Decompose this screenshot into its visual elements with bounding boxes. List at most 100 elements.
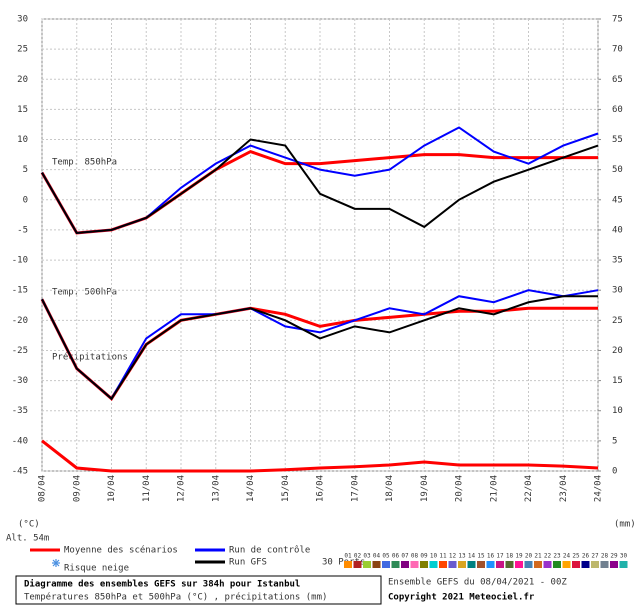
y-tick-label: -5: [17, 225, 28, 235]
x-tick-label: 09/04: [72, 475, 82, 502]
series-line: [41, 295, 598, 401]
y2-tick-label: 75: [612, 15, 623, 25]
y2-tick-label: 45: [612, 195, 623, 205]
perturbation-label: 29: [610, 553, 618, 560]
series-line: [41, 289, 599, 401]
perturbation-swatch: [353, 561, 362, 568]
perturbation-label: 03: [363, 553, 371, 560]
y2-tick-label: 25: [612, 316, 623, 326]
perturbation-swatch: [591, 561, 599, 568]
perturbation-swatch: [581, 561, 590, 568]
perturbation-label: 25: [572, 553, 580, 560]
perturbation-label: 14: [468, 553, 476, 560]
perturbation-swatch: [382, 561, 390, 568]
y2-tick-label: 10: [612, 406, 623, 416]
perturbation-label: 04: [373, 553, 381, 560]
x-tick-label: 22/04: [524, 475, 534, 502]
perturbation-label: 06: [392, 553, 400, 560]
panel-label: Précipitations: [52, 352, 128, 363]
perturbation-swatch: [524, 561, 533, 568]
y-unit: (°C): [18, 520, 40, 530]
perturbation-swatch: [439, 561, 447, 568]
perturbation-label: 17: [496, 553, 504, 560]
x-tick-label: 15/04: [281, 475, 291, 502]
series-line: [41, 138, 599, 234]
x-tick-label: 11/04: [142, 475, 152, 502]
x-tick-label: 13/04: [211, 475, 221, 502]
y2-tick-label: 70: [612, 45, 623, 55]
perturbation-label: 22: [544, 553, 552, 560]
x-tick-label: 17/04: [350, 475, 360, 502]
perturbation-swatch: [572, 561, 580, 568]
y-tick-label: 10: [17, 135, 28, 145]
y2-unit: (mm): [614, 520, 636, 530]
perturbation-label: 08: [411, 553, 419, 560]
perturbation-label: 28: [601, 553, 609, 560]
x-tick-label: 18/04: [385, 475, 395, 502]
perturbation-label: 07: [401, 553, 409, 560]
perturbation-swatch: [515, 561, 523, 568]
y2-tick-label: 65: [612, 75, 623, 85]
perturbation-swatch: [477, 561, 485, 568]
perturbation-label: 12: [449, 553, 457, 560]
y-tick-label: 0: [23, 195, 28, 205]
perturbation-swatch: [458, 561, 466, 568]
y2-tick-label: 5: [612, 436, 617, 446]
x-tick-label: 20/04: [455, 475, 465, 502]
perturbation-swatch: [562, 561, 571, 568]
perturbation-swatch: [410, 561, 419, 568]
perturbation-swatch: [543, 561, 552, 568]
perturbation-label: 05: [382, 553, 390, 560]
perturbation-label: 02: [354, 553, 362, 560]
perturbation-label: 18: [506, 553, 514, 560]
perturbation-label: 21: [534, 553, 542, 560]
y-tick-label: -25: [12, 346, 28, 356]
perturbation-swatch: [467, 561, 476, 568]
y-tick-label: -45: [12, 467, 28, 477]
perturbation-label: 13: [458, 553, 466, 560]
y-tick-label: -20: [12, 316, 28, 326]
perturbation-label: 23: [553, 553, 561, 560]
panel-label: Temp. 500hPa: [52, 288, 117, 298]
y2-tick-label: 50: [612, 165, 623, 175]
perturbation-swatch: [429, 561, 438, 568]
x-tick-label: 14/04: [246, 475, 256, 502]
y-tick-label: -30: [12, 376, 28, 386]
perturbation-swatch: [610, 561, 618, 568]
x-tick-label: 08/04: [38, 475, 48, 502]
perturbation-swatch: [420, 561, 428, 568]
x-tick-label: 21/04: [489, 475, 499, 502]
y-tick-label: -35: [12, 406, 28, 416]
perturbation-swatch: [448, 561, 457, 568]
perturbation-label: 26: [582, 553, 590, 560]
perturbation-label: 11: [439, 553, 447, 560]
y-tick-label: 25: [17, 45, 28, 55]
series-line: [41, 439, 599, 473]
y2-tick-label: 40: [612, 225, 623, 235]
perturbation-swatch: [619, 561, 628, 568]
y2-tick-label: 20: [612, 346, 623, 356]
perturbation-swatch: [372, 561, 381, 568]
footer-title: Diagramme des ensembles GEFS sur 384h po…: [24, 579, 300, 590]
x-tick-label: 10/04: [107, 475, 117, 502]
panel-label: Temp. 850hPa: [52, 158, 117, 168]
y-tick-label: 5: [23, 165, 28, 175]
perturbation-label: 01: [344, 553, 352, 560]
x-tick-label: 24/04: [594, 475, 604, 502]
y2-tick-label: 35: [612, 256, 623, 266]
x-tick-label: 12/04: [177, 475, 187, 502]
perturbation-label: 10: [430, 553, 438, 560]
perturbation-label: 20: [525, 553, 533, 560]
perturbation-swatch: [534, 561, 542, 568]
perturbation-swatch: [553, 561, 561, 568]
x-tick-label: 19/04: [420, 475, 430, 502]
legend-label: Moyenne des scénarios: [64, 545, 178, 556]
snow-icon: [52, 559, 60, 567]
y-tick-label: 15: [17, 105, 28, 115]
perturbation-swatch: [505, 561, 514, 568]
perturbation-swatch: [401, 561, 409, 568]
perturbation-swatch: [363, 561, 371, 568]
y2-tick-label: 0: [612, 467, 617, 477]
y-tick-label: -10: [12, 256, 28, 266]
